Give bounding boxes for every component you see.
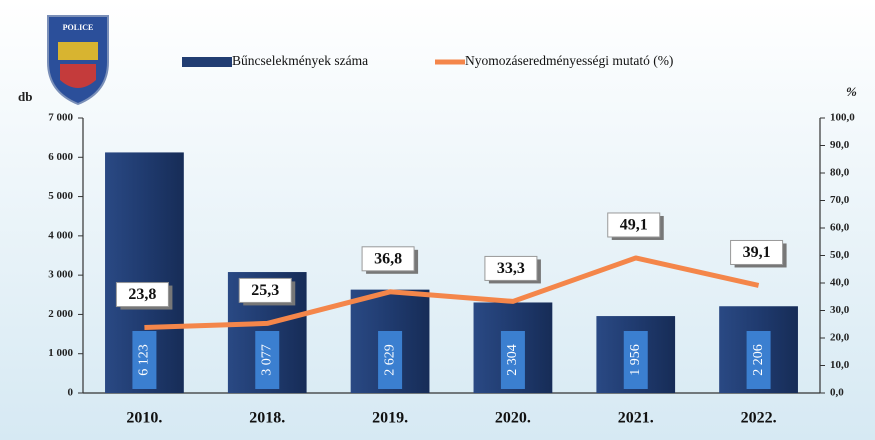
value-label-box [378,331,403,389]
x-tick-label: 2018. [249,410,285,427]
value-label-box [115,282,169,308]
line-value-label: 39,1 [743,244,771,261]
line-value-label: 23,8 [128,286,156,303]
bar-value-label: 1 956 [628,344,643,376]
legend-label: Nyomozáseredményességi mutató (%) [465,53,673,68]
line-value-label: 25,3 [251,282,279,299]
value-label-box [607,212,661,238]
y2-tick-label: 50,0 [830,249,850,261]
bar-value-label: 2 206 [751,344,766,376]
bar-value-label: 6 123 [137,344,152,376]
y-tick-label: 0 [68,387,74,399]
y-axis-title: db [18,89,32,104]
value-label-box [623,331,648,389]
x-tick-label: 2010. [126,410,162,427]
y-tick-label: 6 000 [48,151,73,163]
value-label-box [746,331,771,389]
line-value-label: 33,3 [497,260,525,277]
line-value-label: 49,1 [620,217,648,234]
y2-tick-label: 90,0 [830,139,850,151]
value-label-box [132,331,157,389]
value-label-box [500,331,525,389]
legend-label: Bűncselekmények száma [232,53,368,68]
y2-tick-label: 10,0 [830,359,850,371]
y-tick-label: 4 000 [48,229,73,241]
line-value-label: 36,8 [374,250,402,267]
bar-value-label: 3 077 [259,344,274,376]
value-label-box [238,277,292,303]
bar-value-label: 2 304 [505,344,520,376]
value-label-box [255,331,280,389]
y2-axis-title: % [846,84,857,99]
y2-tick-label: 0,0 [830,387,844,399]
line [144,255,760,331]
y-tick-label: 1 000 [48,347,73,359]
y2-tick-label: 20,0 [830,332,850,344]
x-tick-label: 2019. [372,410,408,427]
value-label-box [361,246,415,272]
x-tick-label: 2022. [741,410,777,427]
value-label-box [730,239,784,265]
y-tick-label: 5 000 [48,190,73,202]
y2-tick-label: 100,0 [830,112,855,124]
y2-tick-label: 80,0 [830,167,850,179]
x-tick-label: 2020. [495,410,531,427]
y2-tick-label: 60,0 [830,222,850,234]
value-label-box [484,255,538,281]
y-tick-label: 7 000 [48,112,73,124]
y-tick-label: 3 000 [48,269,73,281]
legend-swatch [182,57,232,67]
bar-value-label: 2 629 [382,344,397,376]
logo: POLICE [47,15,109,106]
x-tick-label: 2021. [618,410,654,427]
logo-text: POLICE [63,23,94,32]
y2-tick-label: 30,0 [830,304,850,316]
y-tick-label: 2 000 [48,308,73,320]
y2-tick-label: 40,0 [830,277,850,289]
y2-tick-label: 70,0 [830,194,850,206]
